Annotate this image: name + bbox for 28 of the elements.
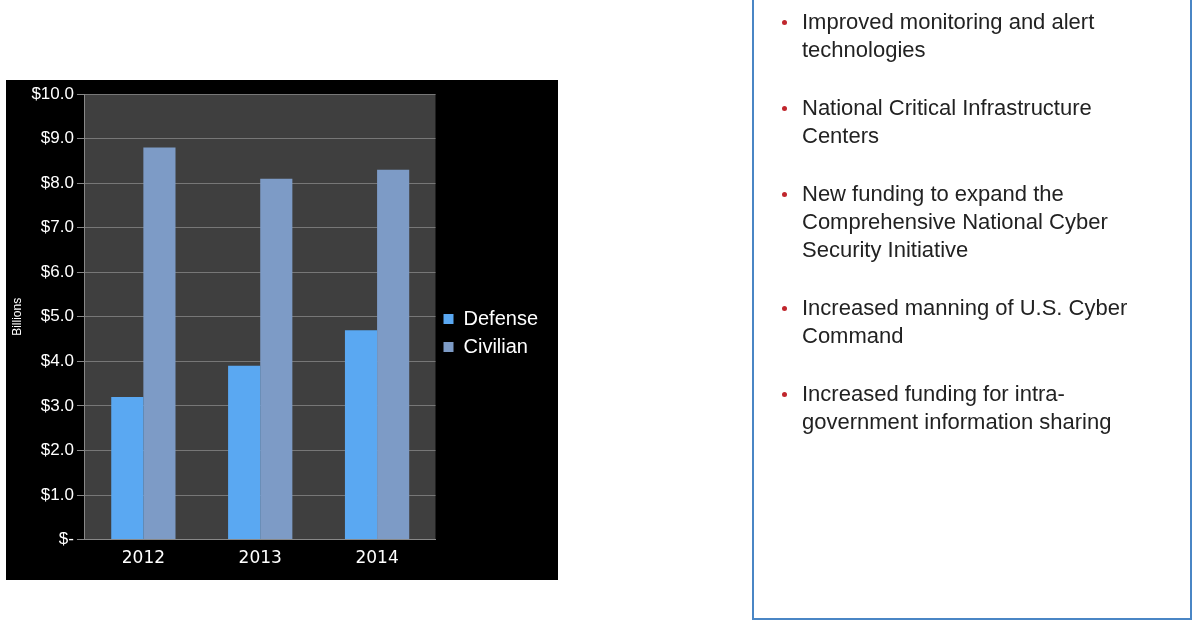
y-tick-label: $10.0 xyxy=(31,83,74,103)
y-tick-label: $- xyxy=(58,529,74,549)
y-tick-label: $7.0 xyxy=(40,217,74,237)
text: New funding to expand the Comprehensive National Cyber Security Initiative xyxy=(802,181,1108,262)
x-tick-label: 2014 xyxy=(355,547,399,568)
bar xyxy=(111,397,144,540)
text: Increased funding for intra-government information sharing xyxy=(802,381,1112,434)
text: Increased manning of U.S. Cyber Command xyxy=(802,295,1128,348)
text: National Critical Infrastructure Centers xyxy=(802,95,1092,148)
bar xyxy=(260,178,293,540)
y-axis-title: Billions xyxy=(9,297,24,336)
legend-label: Civilian xyxy=(463,334,528,357)
bar xyxy=(228,365,261,540)
y-tick-label: $1.0 xyxy=(40,484,74,504)
legend-label: Defense xyxy=(463,306,539,329)
bar xyxy=(344,330,378,540)
text: Improved monitoring and alert technologies xyxy=(802,9,1095,62)
y-tick-label: $4.0 xyxy=(40,351,74,371)
x-tick-label: 2012 xyxy=(121,547,165,568)
y-tick-label: $5.0 xyxy=(40,306,74,326)
y-tick-label: $9.0 xyxy=(40,128,74,148)
bar xyxy=(377,169,410,540)
y-tick-label: $8.0 xyxy=(40,172,74,192)
y-tick-label: $3.0 xyxy=(40,395,74,415)
y-tick-label: $6.0 xyxy=(40,261,74,281)
y-tick-label: $2.0 xyxy=(40,440,74,460)
x-tick-label: 2013 xyxy=(238,547,282,568)
bar xyxy=(143,147,176,540)
